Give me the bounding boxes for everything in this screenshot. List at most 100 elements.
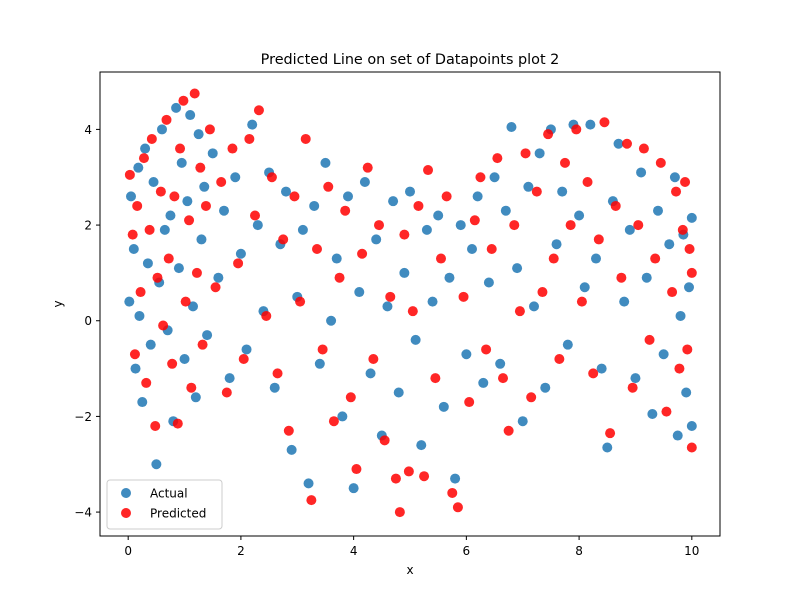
point-actual-105	[630, 373, 641, 384]
point-predicted-114	[677, 224, 688, 235]
point-predicted-98	[593, 234, 604, 245]
point-actual-13	[157, 124, 167, 135]
point-predicted-67	[419, 471, 430, 482]
point-predicted-78	[481, 344, 492, 355]
point-actual-114	[675, 310, 686, 321]
point-actual-25	[190, 392, 201, 403]
point-actual-58	[365, 368, 376, 379]
point-actual-47	[303, 478, 314, 489]
point-predicted-14	[163, 253, 174, 264]
point-actual-5	[134, 310, 145, 321]
point-predicted-36	[250, 210, 260, 221]
point-predicted-38	[261, 310, 272, 321]
point-predicted-29	[210, 282, 221, 293]
point-predicted-12	[158, 320, 169, 331]
point-predicted-49	[323, 181, 334, 192]
plot-frame	[99, 71, 721, 537]
point-predicted-4	[135, 287, 146, 298]
point-actual-83	[506, 122, 517, 133]
point-actual-54	[343, 191, 353, 202]
point-predicted-17	[172, 418, 183, 429]
point-predicted-109	[655, 157, 666, 168]
point-predicted-73	[452, 502, 463, 513]
point-predicted-118	[686, 442, 697, 453]
point-predicted-108	[650, 253, 661, 264]
point-predicted-62	[394, 507, 405, 518]
point-predicted-35	[244, 133, 255, 144]
point-predicted-92	[560, 157, 570, 168]
point-predicted-90	[548, 253, 559, 264]
point-actual-88	[534, 148, 545, 159]
point-actual-102	[613, 138, 624, 149]
point-actual-28	[199, 181, 210, 192]
point-actual-22	[182, 196, 193, 207]
point-predicted-26	[197, 339, 208, 350]
point-predicted-93	[565, 220, 576, 231]
point-actual-43	[281, 186, 291, 197]
point-actual-16	[165, 210, 176, 221]
point-predicted-43	[289, 191, 300, 202]
point-actual-55	[348, 483, 359, 494]
point-actual-0	[124, 296, 135, 307]
point-actual-51	[326, 315, 337, 326]
point-actual-35	[235, 248, 246, 259]
point-predicted-30	[216, 177, 227, 188]
point-actual-78	[478, 377, 489, 388]
point-actual-14	[159, 224, 170, 235]
point-predicted-75	[464, 397, 475, 408]
point-actual-69	[427, 296, 438, 307]
y-tick-label-0: 0	[84, 314, 92, 328]
point-predicted-87	[531, 186, 542, 197]
point-actual-71	[438, 401, 449, 412]
point-predicted-8	[146, 133, 157, 144]
legend-marker-actual	[121, 488, 131, 498]
point-actual-23	[185, 110, 196, 121]
point-predicted-28	[204, 124, 215, 135]
point-predicted-83	[509, 220, 520, 231]
point-actual-112	[669, 172, 680, 183]
point-actual-50	[320, 157, 331, 168]
y-tick-label--2: −2	[74, 410, 92, 424]
point-predicted-111	[667, 287, 678, 298]
point-actual-119	[686, 420, 697, 431]
point-actual-65	[405, 186, 415, 197]
point-actual-21	[179, 354, 190, 365]
point-actual-64	[399, 267, 410, 278]
point-predicted-25	[195, 162, 206, 173]
point-predicted-91	[554, 354, 565, 365]
point-predicted-69	[430, 373, 441, 384]
point-predicted-95	[576, 296, 587, 307]
point-predicted-54	[351, 464, 362, 475]
point-predicted-71	[441, 191, 452, 202]
point-actual-113	[672, 430, 683, 441]
point-predicted-20	[180, 296, 191, 307]
point-predicted-103	[622, 138, 632, 149]
x-tick-label-10: 10	[684, 544, 699, 558]
legend-box	[106, 479, 223, 530]
legend: Actual Predicted	[106, 479, 223, 530]
point-predicted-45	[300, 133, 311, 144]
point-predicted-13	[161, 114, 172, 125]
point-predicted-48	[317, 344, 328, 355]
legend-label-actual: Actual	[150, 487, 188, 501]
point-actual-27	[196, 234, 207, 245]
point-predicted-59	[379, 435, 390, 446]
point-actual-7	[140, 143, 151, 154]
point-actual-4	[133, 162, 144, 173]
point-predicted-42	[283, 425, 294, 436]
point-actual-74	[455, 220, 466, 231]
point-actual-68	[421, 224, 432, 235]
point-predicted-0	[124, 169, 135, 180]
point-actual-52	[331, 253, 342, 264]
point-predicted-50	[328, 416, 339, 427]
point-predicted-34	[238, 354, 249, 365]
point-predicted-3	[132, 200, 143, 211]
point-predicted-6	[141, 377, 152, 388]
point-predicted-2	[129, 349, 140, 360]
point-predicted-61	[390, 473, 401, 484]
point-actual-63	[393, 387, 404, 398]
point-actual-36	[241, 344, 252, 355]
point-actual-108	[647, 409, 658, 420]
point-actual-37	[247, 119, 258, 130]
point-actual-53	[337, 411, 348, 422]
